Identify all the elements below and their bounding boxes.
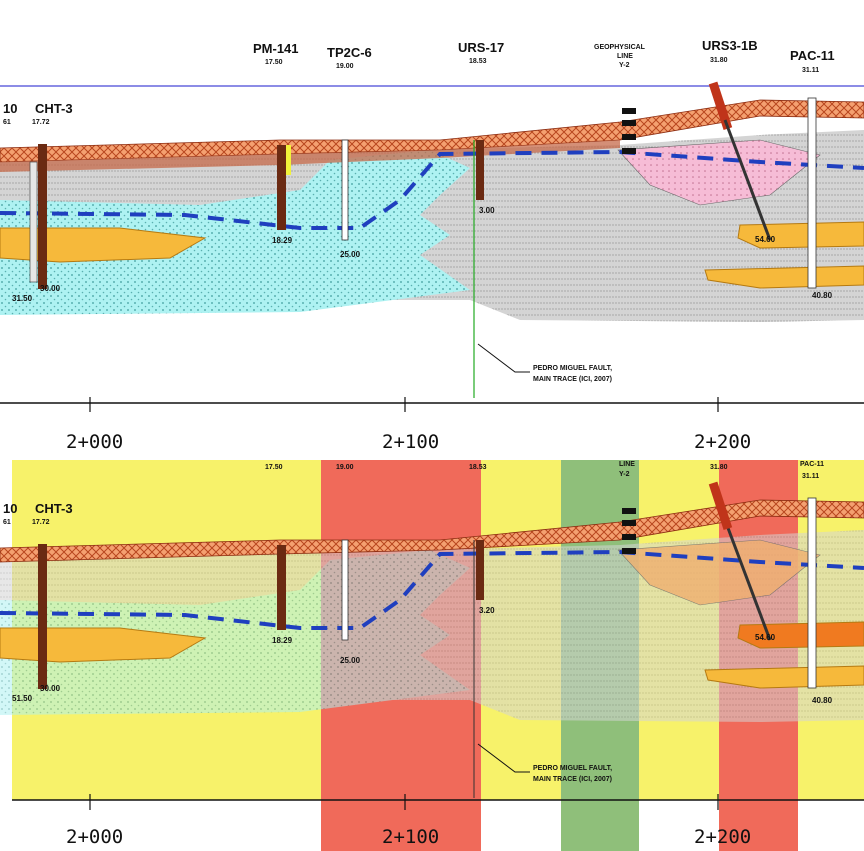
fill-layer (0, 140, 620, 172)
bottom-cht3-elev-b: 17.72 (32, 519, 50, 526)
fault-note-line1: PEDRO MIGUEL FAULT, (533, 365, 612, 372)
bottom-depth-urs31b: 54.60 (755, 633, 776, 642)
borehole-urs31b (708, 81, 733, 131)
station-label-2000-top: 2+000 (66, 431, 123, 453)
bottom-elev-pm141: 17.50 (265, 464, 283, 471)
bottom-depth-pm141: 18.29 (272, 636, 293, 645)
geophysical-label-1: GEOPHYSICAL (594, 44, 646, 51)
geophysical-label-3: Y-2 (619, 62, 630, 69)
bottom-cht3-prefix: 10 (3, 501, 17, 516)
station-label-2200-bottom: 2+200 (694, 826, 751, 848)
depth-pm141: 18.29 (272, 236, 293, 245)
borehole-cht3-log (29, 161, 38, 283)
sand-layer (0, 150, 470, 315)
bore-elev-urs31b: 31.80 (710, 57, 728, 64)
bottom-elev-urs31b: 31.80 (710, 464, 728, 471)
bottom-fault-note-line1: PEDRO MIGUEL FAULT, (533, 765, 612, 772)
geophysical-line-marks (622, 108, 636, 154)
bottom-depth-tp2c6: 25.00 (340, 656, 361, 665)
borehole-pac11 (807, 97, 817, 289)
bottom-cht3-elev-a: 61 (3, 519, 11, 526)
top-panel: PM-141 17.50 TP2C-6 19.00 URS-17 18.53 G… (0, 38, 864, 453)
bottom-panel: 17.50 19.00 18.53 LINE Y-2 31.80 PAC-11 … (0, 460, 864, 851)
bottom-depth-pac11: 40.80 (812, 696, 833, 705)
borehole-pm141 (277, 145, 286, 230)
borehole-cht3 (38, 144, 47, 289)
bottom-elev-urs17: 18.53 (469, 464, 487, 471)
station-label-2100-bottom: 2+100 (382, 826, 439, 848)
water-table-bottom (0, 549, 864, 630)
cht3-elev-b: 17.72 (32, 119, 50, 126)
cht3-prefix: 10 (3, 101, 17, 116)
fault-note-line2: MAIN TRACE (ICI, 2007) (533, 376, 612, 383)
pink-lens (617, 139, 821, 206)
depth-pac11: 40.80 (812, 291, 833, 300)
bore-name-pm141: PM-141 (253, 41, 299, 56)
bottom-elev-tp2c6: 19.00 (336, 464, 354, 471)
bottom-geo-line1: LINE (619, 461, 635, 468)
bore-elev-tp2c6: 19.00 (336, 63, 354, 70)
geophysical-label-2: LINE (617, 53, 633, 60)
depth-urs31b: 54.60 (755, 235, 776, 244)
cht3-elev-a: 61 (3, 119, 11, 126)
station-label-2000-bottom: 2+000 (66, 826, 123, 848)
station-label-2100-top: 2+100 (382, 431, 439, 453)
bottom-fault-note-line2: MAIN TRACE (ICI, 2007) (533, 776, 612, 783)
borehole-urs31b-incline (723, 119, 772, 241)
borehole-urs17 (476, 140, 484, 200)
depth-cht3-b: 30.00 (40, 284, 61, 293)
borehole-tp2c6 (341, 139, 349, 241)
bore-elev-pac11: 31.11 (802, 67, 819, 74)
fault-leader (477, 343, 530, 373)
bottom-geo-line2: Y-2 (619, 471, 630, 478)
bore-elev-pm141: 17.50 (265, 59, 283, 66)
bore-elev-urs17: 18.53 (469, 58, 487, 65)
bottom-depth-cht3-b: 30.00 (40, 684, 61, 693)
depth-urs17: 3.00 (479, 206, 495, 215)
depth-tp2c6: 25.00 (340, 250, 361, 259)
bore-name-urs17: URS-17 (458, 40, 504, 55)
borehole-pm141-log (286, 145, 291, 175)
water-table (0, 149, 864, 230)
bottom-depth-cht3-a: 51.50 (12, 694, 33, 703)
bottom-pac-cut: PAC-11 (800, 461, 824, 468)
cht3-name: CHT-3 (35, 101, 73, 116)
bore-name-urs31b: URS3-1B (702, 38, 758, 53)
bottom-cht3-name: CHT-3 (35, 501, 73, 516)
gravel-lens-left (0, 227, 207, 263)
bore-name-tp2c6: TP2C-6 (327, 45, 372, 60)
station-label-2200-top: 2+200 (694, 431, 751, 453)
bottom-elev-pac11: 31.11 (802, 473, 819, 480)
depth-cht3-a: 31.50 (12, 294, 33, 303)
bore-name-pac11: PAC-11 (790, 48, 835, 63)
bottom-depth-urs17: 3.20 (479, 606, 495, 615)
